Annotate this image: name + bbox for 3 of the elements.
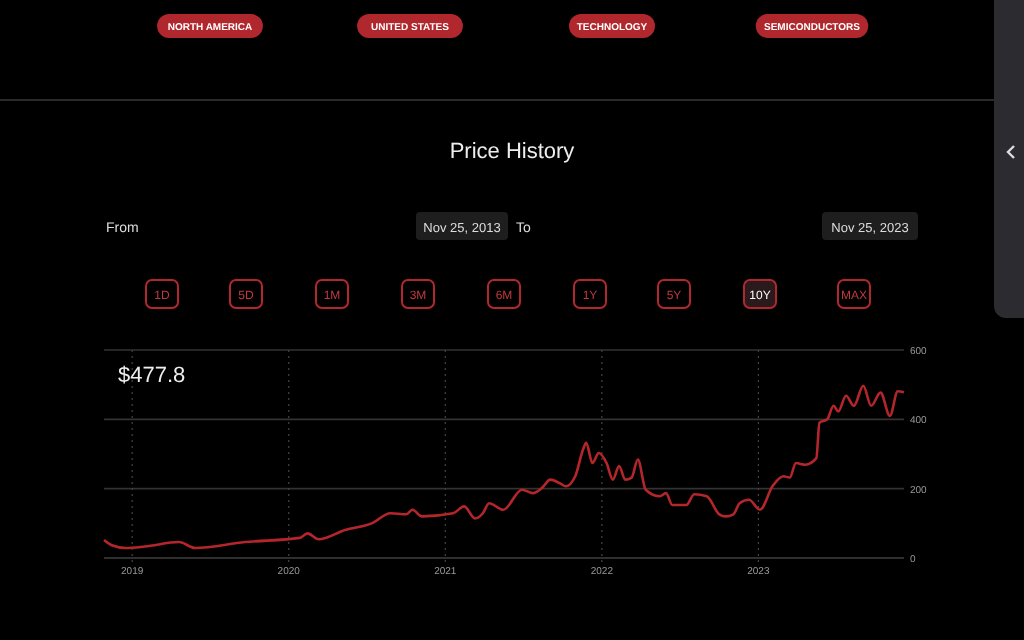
line-series — [102, 384, 906, 550]
chart-title: Price History — [449, 140, 576, 164]
annotation: $477.8 — [118, 364, 186, 388]
